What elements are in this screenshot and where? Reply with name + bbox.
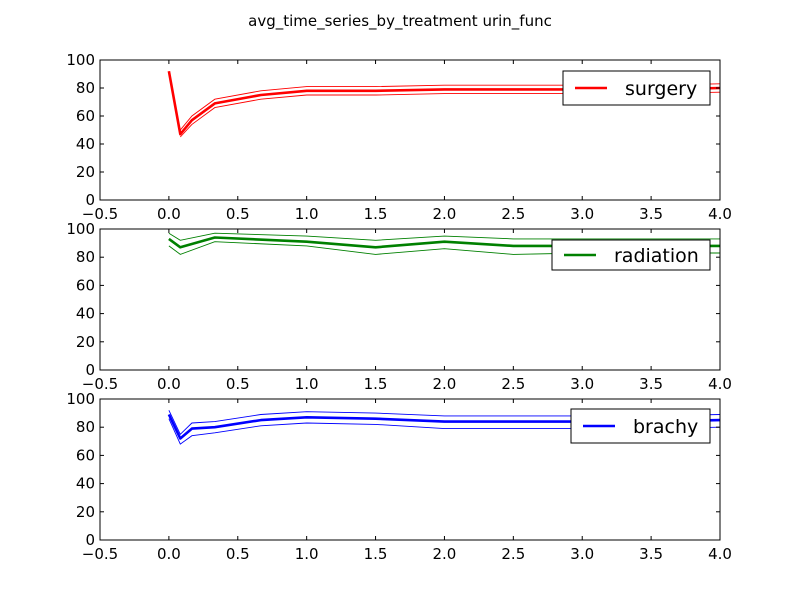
x-tick-label: 1.5 [364, 205, 388, 223]
x-tick-label: 2.0 [433, 545, 457, 563]
y-tick-label: 80 [76, 248, 95, 266]
y-tick-label: 0 [85, 191, 95, 209]
y-tick-label: 100 [66, 390, 95, 408]
x-tick-label: 0.5 [226, 545, 250, 563]
x-tick-label: 1.0 [295, 205, 319, 223]
x-tick-label: 0.5 [226, 375, 250, 393]
y-tick-label: 20 [76, 333, 95, 351]
axes-frame [99, 398, 721, 541]
x-tick-label: 3.0 [570, 545, 594, 563]
x-tick-label: −0.5 [82, 375, 118, 393]
subplot-1: −0.5 0.0 0.5 1.0 1.5 2.0 2.5 3.0 3.5 4.0 0 20 40 60 80… [66, 51, 732, 223]
y-tick-label: 40 [76, 135, 95, 153]
y-tick-label: 100 [66, 51, 95, 69]
x-tick-label: 2.5 [501, 375, 525, 393]
axes-frame [99, 228, 721, 371]
x-tick-label: 0.5 [226, 205, 250, 223]
y-tick-label: 40 [76, 305, 95, 323]
y-tick-label: 60 [76, 276, 95, 294]
y-tick-label: 40 [76, 475, 95, 493]
y-tick-label: 100 [66, 220, 95, 238]
y-tick-label: 0 [85, 531, 95, 549]
figure-title: avg_time_series_by_treatment urin_func [248, 12, 552, 31]
subplots: −0.5 0.0 0.5 1.0 1.5 2.0 2.5 3.0 3.5 4.0 0 20 40 60 80… [66, 51, 732, 563]
legend-label: brachy [633, 416, 698, 438]
legend-label: radiation [614, 245, 699, 267]
x-tick-label: 3.5 [639, 545, 663, 563]
x-tick-label: 1.5 [364, 375, 388, 393]
y-tick-label: 60 [76, 107, 95, 125]
x-tick-label: 0.0 [157, 205, 181, 223]
x-tick-label: 3.0 [570, 375, 594, 393]
subplot-2: −0.5 0.0 0.5 1.0 1.5 2.0 2.5 3.0 3.5 4.0 0 20 40 60 80… [66, 220, 732, 393]
x-tick-label: 3.5 [639, 375, 663, 393]
legend: surgery [562, 70, 711, 106]
y-tick-label: 0 [85, 361, 95, 379]
legend: brachy [570, 408, 711, 444]
x-tick-label: 2.5 [501, 545, 525, 563]
y-tick-label: 20 [76, 503, 95, 521]
y-tick-label: 80 [76, 79, 95, 97]
y-tick-label: 80 [76, 418, 95, 436]
y-tick-label: 60 [76, 446, 95, 464]
subplot-3: −0.5 0.0 0.5 1.0 1.5 2.0 2.5 3.0 3.5 4.0 0 20 40 60 80… [66, 390, 732, 563]
x-tick-label: 4.0 [708, 545, 732, 563]
legend-label: surgery [625, 78, 697, 100]
x-tick-label: 0.0 [157, 545, 181, 563]
series-radiation-upper-bound [168, 232, 720, 241]
x-tick-label: 2.0 [433, 205, 457, 223]
x-tick-label: −0.5 [82, 545, 118, 563]
x-tick-label: 4.0 [708, 375, 732, 393]
x-tick-label: 2.5 [501, 205, 525, 223]
x-tick-label: 0.0 [157, 375, 181, 393]
x-tick-label: 4.0 [708, 205, 732, 223]
x-tick-label: 3.0 [570, 205, 594, 223]
x-tick-label: 1.0 [295, 375, 319, 393]
y-tick-label: 20 [76, 163, 95, 181]
x-tick-label: −0.5 [82, 205, 118, 223]
x-tick-label: 1.5 [364, 545, 388, 563]
x-tick-label: 2.0 [433, 375, 457, 393]
x-tick-label: 1.0 [295, 545, 319, 563]
x-tick-label: 3.5 [639, 205, 663, 223]
axes-frame [99, 59, 721, 201]
legend: radiation [551, 239, 711, 271]
